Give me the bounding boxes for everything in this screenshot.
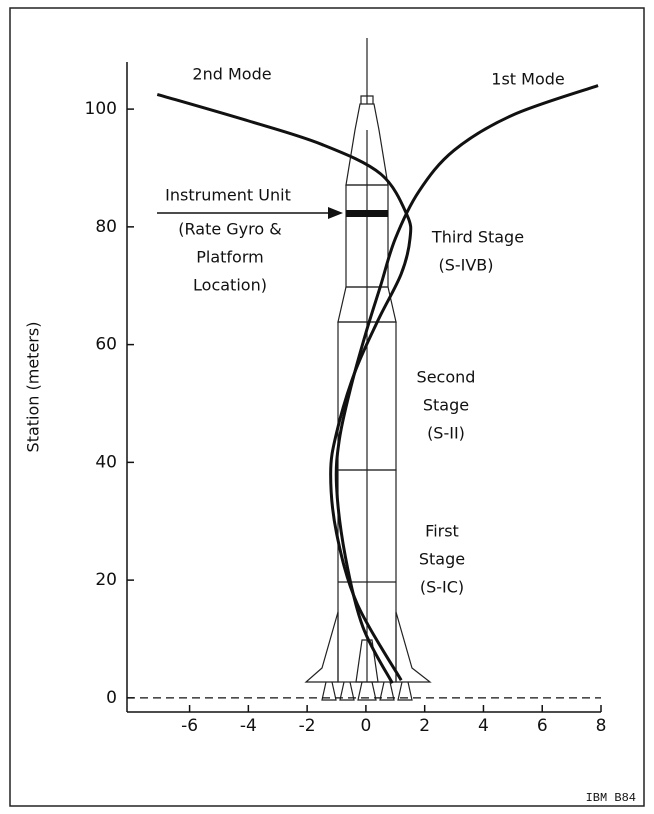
series-label: 1st Mode xyxy=(491,70,564,89)
y-axis-label: Station (meters) xyxy=(24,322,43,453)
annotation: Second xyxy=(417,368,476,387)
x-tick-label: 4 xyxy=(478,716,489,736)
annotation: (S-IC) xyxy=(420,578,464,597)
annotation: Stage xyxy=(423,396,469,415)
y-tick-label: 80 xyxy=(95,217,117,237)
x-tick-label: 0 xyxy=(360,716,371,736)
annotation: Platform xyxy=(196,248,263,267)
footer: IBM B84 xyxy=(586,791,636,805)
x-tick-label: 2 xyxy=(419,716,430,736)
mode-line xyxy=(156,92,413,681)
rocket xyxy=(157,38,432,701)
x-tick-label: -2 xyxy=(299,716,316,736)
annotation: Instrument Unit xyxy=(165,186,291,205)
y-tick-label: 20 xyxy=(95,570,117,590)
x-tick-label: 8 xyxy=(596,716,607,736)
annotation: First xyxy=(425,522,459,541)
annotation: Location) xyxy=(193,276,267,295)
series-label: 2nd Mode xyxy=(192,65,271,84)
mode-line xyxy=(334,84,599,684)
x-tick-label: 6 xyxy=(537,716,548,736)
frame xyxy=(9,7,645,807)
annotation: (S-IVB) xyxy=(438,256,493,275)
annotation: (Rate Gyro & xyxy=(178,220,281,239)
annotation: Third Stage xyxy=(431,228,524,247)
y-tick-label: 0 xyxy=(106,688,117,708)
annotation: Stage xyxy=(419,550,465,569)
annotation: (S-II) xyxy=(427,424,465,443)
x-tick-label: -6 xyxy=(181,716,198,736)
y-tick-label: 40 xyxy=(95,452,117,472)
y-tick-label: 100 xyxy=(85,99,117,119)
x-tick-label: -4 xyxy=(240,716,257,736)
y-tick-label: 60 xyxy=(95,335,117,355)
